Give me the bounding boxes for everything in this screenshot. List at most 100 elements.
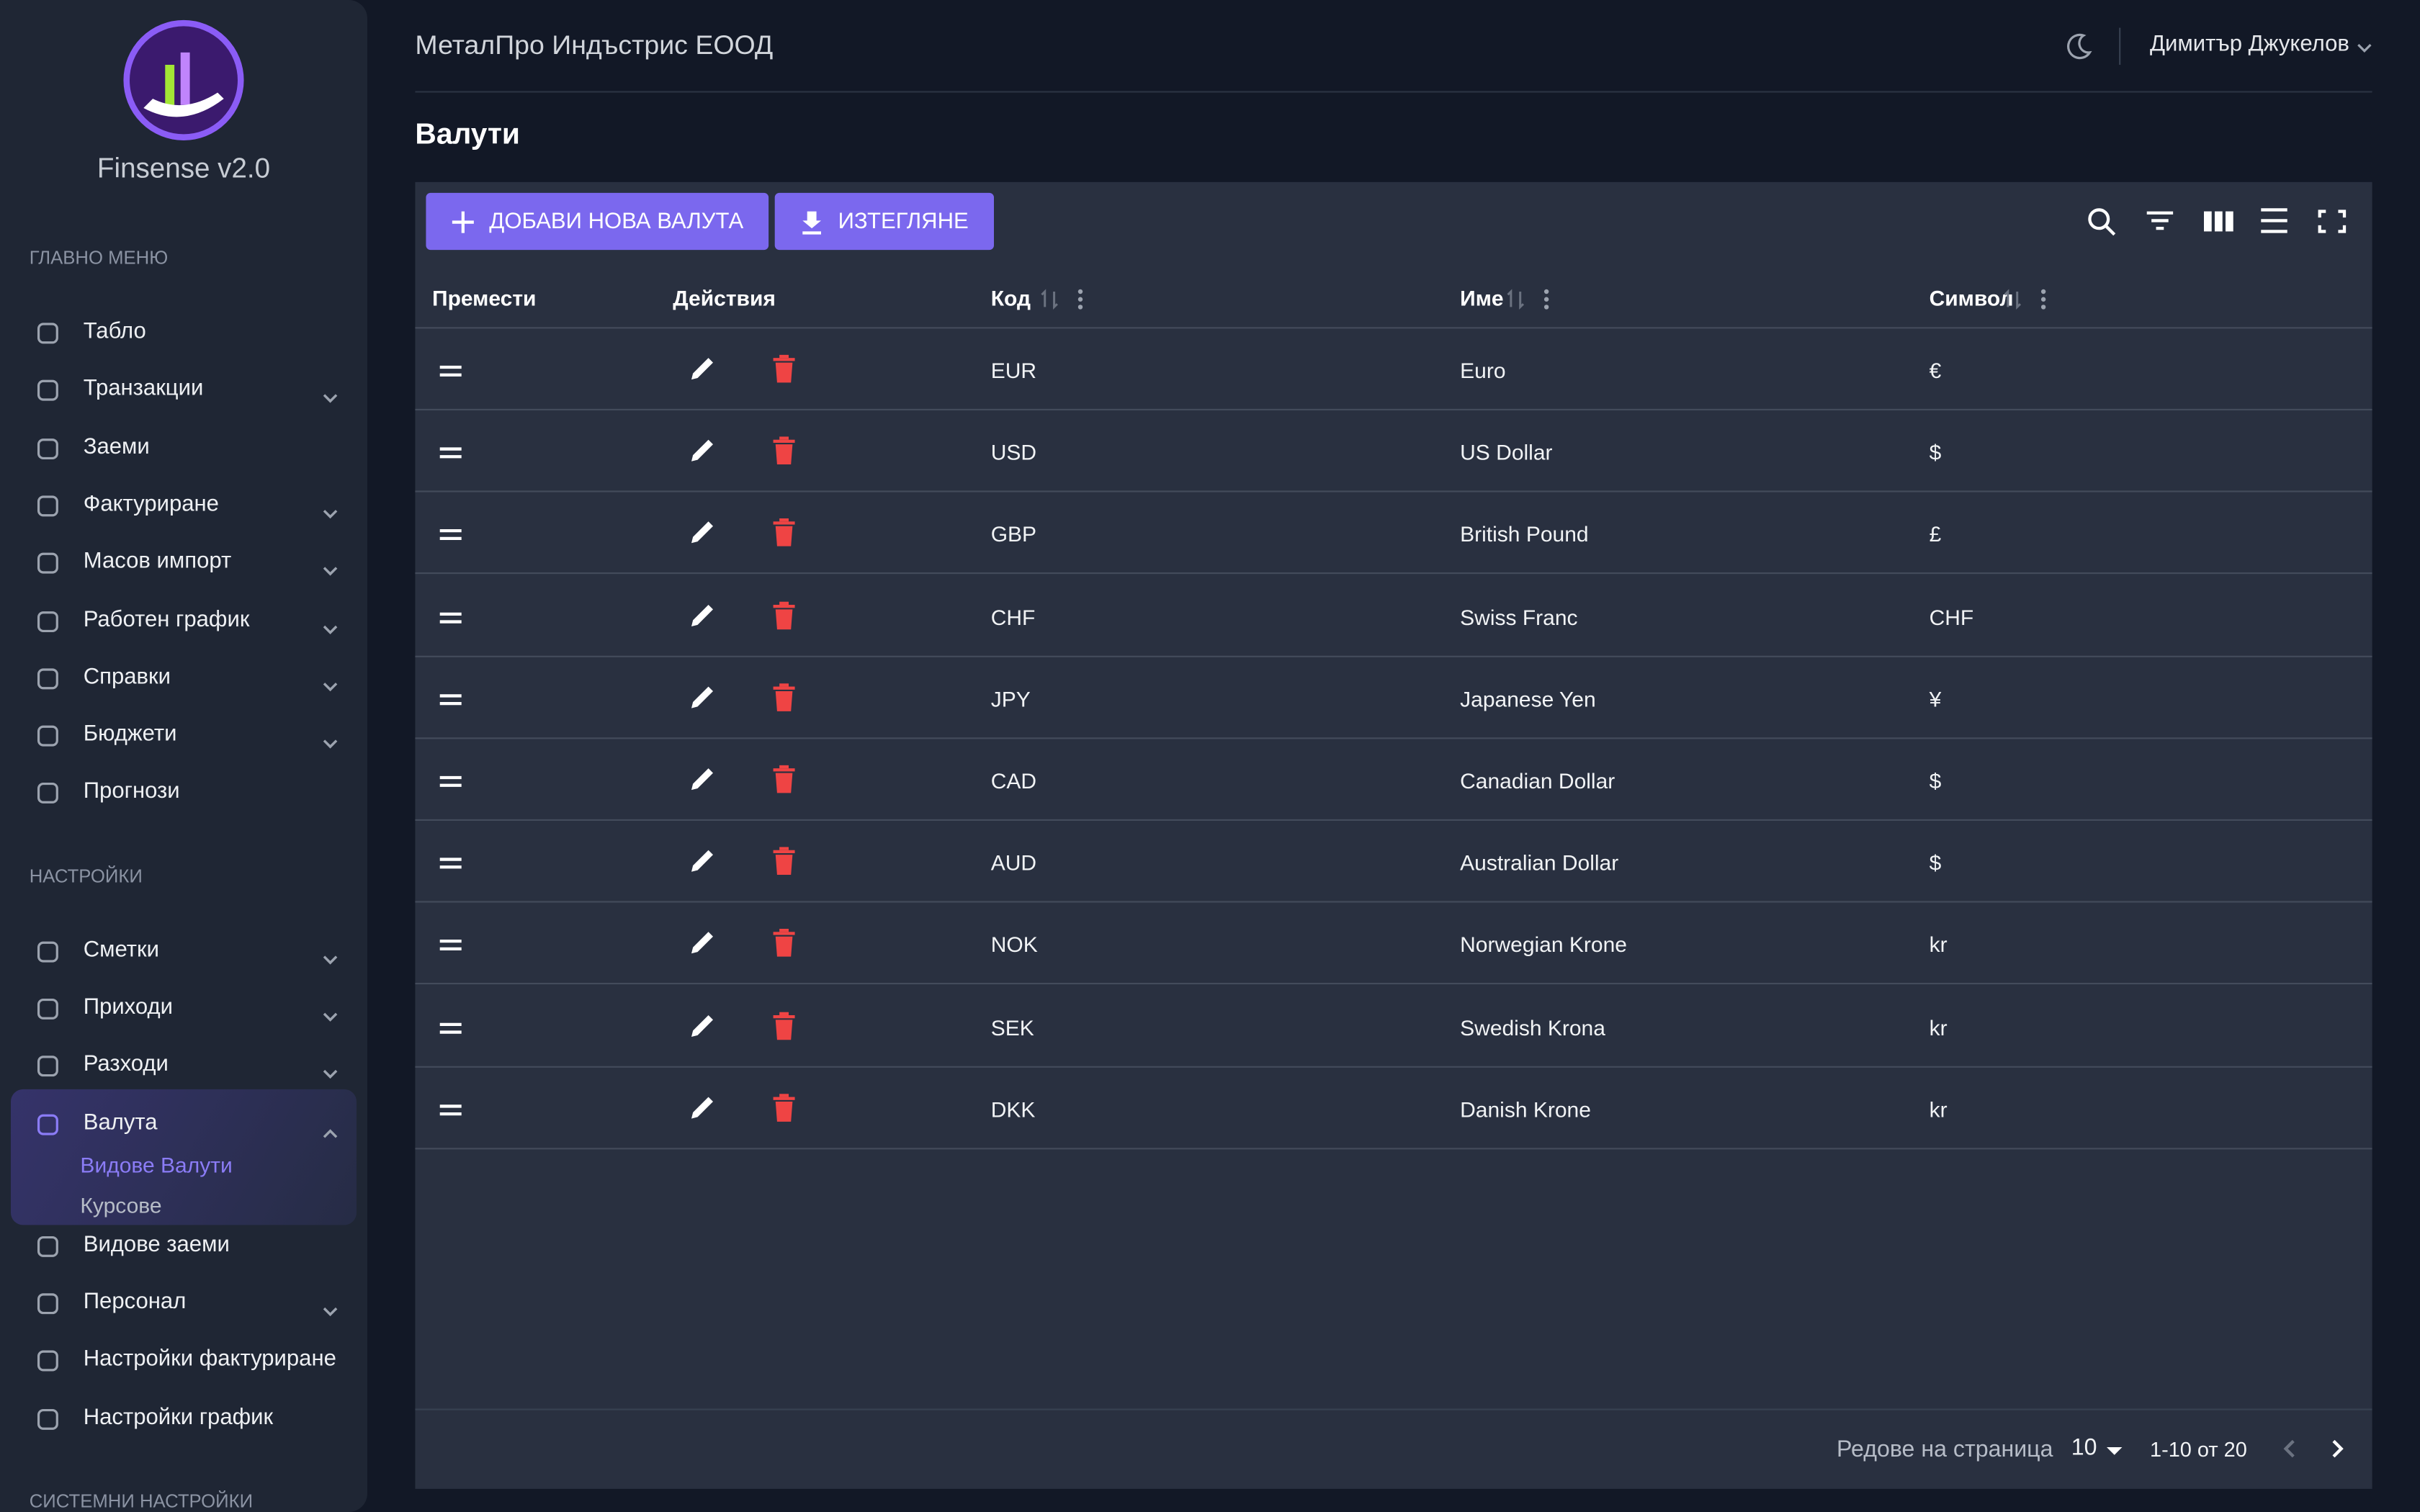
delete-button-svg: [773, 929, 795, 958]
nav-item[interactable]: Сметки: [83, 937, 159, 963]
nav-icon: [35, 379, 60, 411]
footer-border: [415, 1408, 2372, 1410]
nav-item[interactable]: Справки: [83, 665, 171, 690]
sort-icon: [1040, 287, 1086, 320]
table-cell: €: [1929, 358, 1942, 383]
drag-handle-svg: [439, 447, 462, 459]
nav-icon: [35, 1291, 60, 1323]
page-title: Валути: [415, 119, 520, 151]
delete-button[interactable]: [771, 682, 796, 721]
edit-button-svg: [691, 358, 713, 380]
export-button[interactable]: ИЗТЕГЛЯНЕ: [774, 192, 994, 251]
company-name: МеталПро Индъстрис ЕООД: [415, 29, 774, 60]
table-cell: kr: [1929, 1014, 1948, 1040]
nav-icon-svg: [37, 1408, 58, 1429]
edit-button-svg: [691, 1097, 713, 1119]
table-cell: Canadian Dollar: [1460, 768, 1615, 793]
sort-icon-svg: [2004, 289, 2046, 310]
rows-per-page-select[interactable]: 10: [2071, 1434, 2097, 1462]
table-cell: US Dollar: [1460, 440, 1553, 465]
add-button[interactable]: ДОБАВИ НОВА ВАЛУТА: [426, 192, 768, 251]
nav-item[interactable]: Работен график: [83, 607, 250, 632]
delete-button[interactable]: [771, 1092, 796, 1131]
nav-chevron: [321, 672, 340, 701]
table-cell: AUD: [990, 850, 1037, 876]
table-cell: Japanese Yen: [1460, 686, 1596, 711]
edit-button[interactable]: [687, 518, 718, 557]
nav-icon: [35, 666, 60, 698]
nav-item[interactable]: Транзакции: [83, 377, 204, 402]
table-cell: $: [1929, 850, 1942, 876]
nav-item[interactable]: Настройки фактуриране: [83, 1347, 336, 1372]
delete-button[interactable]: [771, 846, 796, 885]
nav-chevron: [321, 384, 340, 413]
nav-icon-svg: [37, 725, 58, 747]
table-cell: DKK: [990, 1097, 1036, 1122]
nav-icon-svg: [37, 783, 58, 804]
nav-item[interactable]: Настройки график: [83, 1405, 274, 1430]
nav-item[interactable]: Прогнози: [83, 779, 180, 805]
delete-button[interactable]: [771, 1010, 796, 1049]
user-menu[interactable]: Димитър Джукелов: [2150, 32, 2349, 58]
table-cell: Danish Krone: [1460, 1097, 1591, 1122]
columns-icon[interactable]: [2204, 211, 2233, 232]
delete-button[interactable]: [771, 764, 796, 803]
table-cell: $: [1929, 768, 1942, 793]
delete-button[interactable]: [771, 518, 796, 557]
edit-button[interactable]: [687, 1010, 718, 1049]
drag-handle: [439, 606, 463, 634]
delete-button[interactable]: [771, 436, 796, 474]
nav-icon-svg: [37, 323, 58, 344]
nav-icon: [35, 1349, 60, 1381]
column-header[interactable]: Премести: [432, 285, 537, 310]
fullscreen-icon[interactable]: [2318, 210, 2347, 233]
delete-button[interactable]: [771, 600, 796, 639]
edit-button[interactable]: [687, 682, 718, 721]
nav-item[interactable]: Табло: [83, 319, 146, 344]
theme-toggle[interactable]: [2065, 32, 2093, 60]
column-header[interactable]: Действия: [673, 285, 776, 310]
nav-item[interactable]: Валута: [83, 1110, 158, 1135]
nav-icon: [35, 608, 60, 641]
nav-item[interactable]: Видове заеми: [83, 1232, 230, 1257]
nav-item[interactable]: Заеми: [83, 434, 150, 459]
edit-button[interactable]: [687, 354, 718, 392]
nav-item[interactable]: Масов импорт: [83, 549, 232, 575]
nav-icon-svg: [37, 553, 58, 575]
drag-handle: [439, 523, 463, 552]
column-header[interactable]: Име: [1460, 285, 1504, 310]
nav-chevron: [321, 557, 340, 585]
filter-icon[interactable]: [2146, 211, 2174, 230]
next-page[interactable]: [2332, 1439, 2344, 1458]
add-label: ДОБАВИ НОВА ВАЛУТА: [489, 209, 744, 234]
nav-item[interactable]: Приходи: [83, 995, 173, 1020]
edit-button[interactable]: [687, 846, 718, 885]
edit-button[interactable]: [687, 764, 718, 803]
column-header[interactable]: Символ: [1929, 285, 2014, 310]
nav-subitem[interactable]: Курсове: [80, 1192, 162, 1217]
search-icon[interactable]: [2088, 208, 2116, 236]
plus-icon: [452, 210, 474, 233]
edit-button[interactable]: [687, 436, 718, 474]
column-header[interactable]: Код: [990, 285, 1031, 310]
nav-icon-svg: [37, 438, 58, 459]
nav-icon-svg: [37, 1056, 58, 1077]
nav-item[interactable]: Бюджети: [83, 722, 177, 747]
edit-button[interactable]: [687, 928, 718, 967]
header-border: [415, 91, 2372, 93]
table-cell: kr: [1929, 1097, 1948, 1122]
edit-button[interactable]: [687, 1092, 718, 1131]
nav-item[interactable]: Разходи: [83, 1053, 169, 1078]
nav-item[interactable]: Фактуриране: [83, 492, 219, 517]
nav-subitem[interactable]: Видове Валути: [80, 1151, 233, 1177]
prev-page[interactable]: [2283, 1439, 2295, 1458]
nav-item[interactable]: Персонал: [83, 1290, 187, 1315]
drag-handle: [439, 934, 463, 962]
edit-button[interactable]: [687, 600, 718, 639]
delete-button[interactable]: [771, 354, 796, 392]
density-icon[interactable]: [2261, 208, 2287, 233]
table-cell: GBP: [990, 522, 1037, 547]
delete-button[interactable]: [771, 928, 796, 967]
